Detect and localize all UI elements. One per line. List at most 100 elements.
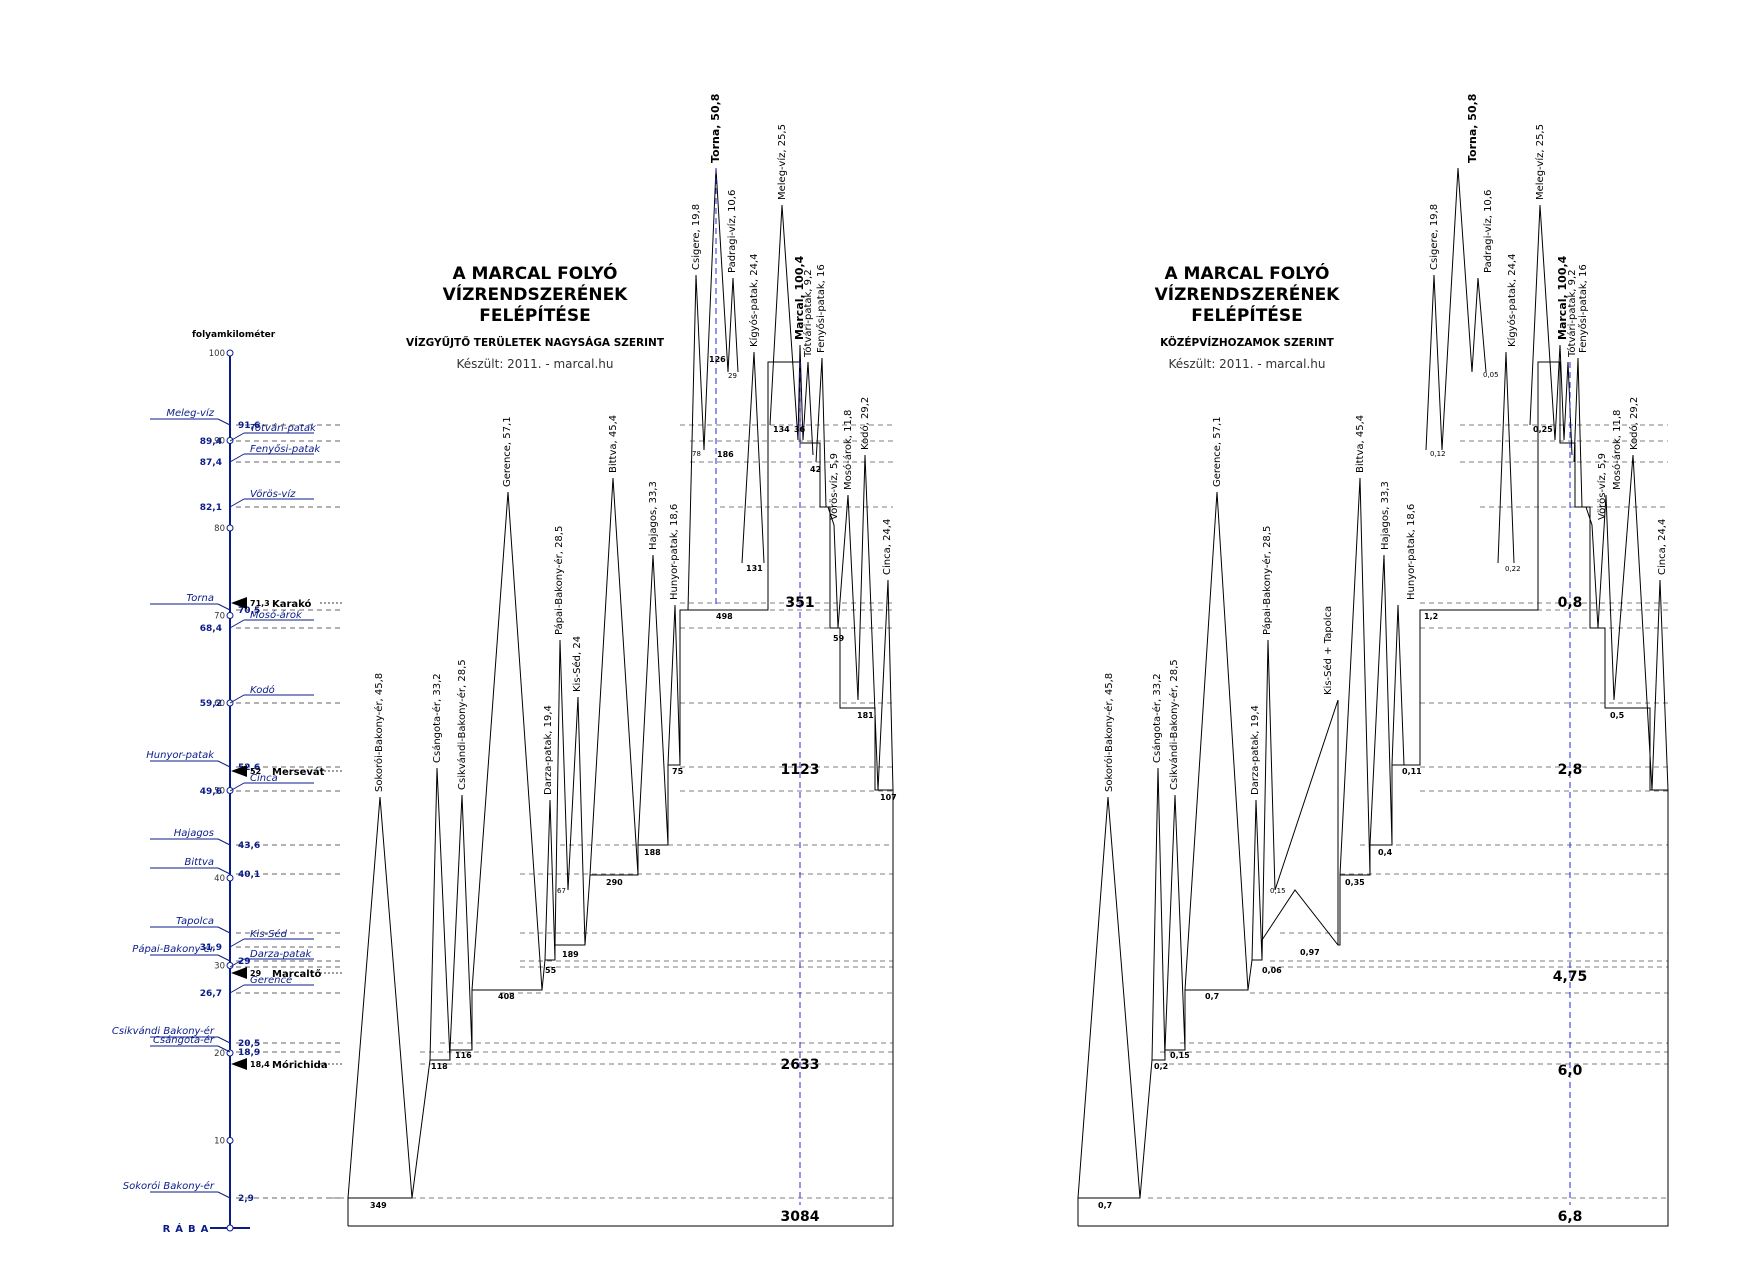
left-title-line-1: A MARCAL FOLYÓ <box>452 262 617 284</box>
axis-tick-label: 80 <box>214 524 225 534</box>
tributary-name: Tótvári-patak <box>250 422 317 434</box>
tributary-name: Sokorói Bakony-ér <box>123 1180 215 1192</box>
town-marker-triangle <box>231 1058 247 1070</box>
right-tributary-triangle <box>1554 344 1565 441</box>
confluence-km: 2,9 <box>238 1194 254 1204</box>
right-step-value: 0,15 <box>1270 887 1286 895</box>
tributary-name: Mosó-árok <box>250 609 303 621</box>
left-tributary-triangle <box>687 274 705 611</box>
confluence-km: 20,5 <box>238 1039 260 1049</box>
mouth-label: RÁBA <box>163 1222 214 1235</box>
left-dashed-levels <box>330 424 893 1199</box>
right-tributary-triangle <box>1585 506 1599 629</box>
left-tributary-triangle <box>837 494 859 701</box>
right-tributary-triangle <box>1563 361 1573 456</box>
left-peak-label: Kodó, 29,2 <box>859 397 871 450</box>
left-total-value: 2633 <box>781 1057 820 1073</box>
right-peak-label: Torna, 50,8 <box>1466 94 1479 163</box>
town-km: 52 <box>250 767 261 776</box>
axis-title: folyamkilométer <box>192 329 276 340</box>
right-peak-label: Cinca, 24,4 <box>1657 519 1668 575</box>
left-tributary-triangle <box>857 454 879 791</box>
left-step-value: 126 <box>709 355 726 364</box>
town-marks: 71,3 Karakó 52 Mersevát 29 Marcaltő 18,4 Mórich… <box>231 597 342 1071</box>
confluence-km: 18,9 <box>238 1048 260 1058</box>
tributary-name: Kis-Séd <box>250 928 288 940</box>
left-peak-label: Mosó-árok, 11,8 <box>842 410 854 490</box>
axis-ticks: 100 90 80 70 60 50 40 30 20 10 <box>209 349 234 1232</box>
left-step-value: 290 <box>606 878 623 887</box>
right-credit: Készült: 2011. - marcal.hu <box>1168 357 1325 371</box>
right-step-value: 0,15 <box>1170 1051 1190 1060</box>
town-name: Mórichida <box>272 1059 328 1071</box>
left-peak-label: Marcal, 100,4 <box>793 255 806 340</box>
left-peak-label: Padragi-víz, 10,6 <box>726 190 738 273</box>
right-peak-label: Sokorói-Bakony-ér, 45,8 <box>1103 673 1115 792</box>
right-step-value: 1,2 <box>1424 612 1438 621</box>
left-tributary-triangle <box>802 361 814 456</box>
tributary-inflow-line <box>229 782 245 792</box>
right-step-value: 0,06 <box>1262 966 1282 975</box>
left-tributary-triangle <box>815 357 827 508</box>
tributary-name: Pápai-Bakony-ér <box>132 943 215 955</box>
town-marker-triangle <box>231 967 247 979</box>
axis-tick-label: 20 <box>214 1049 225 1059</box>
left-tributary-triangle <box>449 794 473 1051</box>
left-peak-label: Gerence, 57,1 <box>502 416 513 487</box>
right-peak-label: Csikvándi-Bakony-ér, 28,5 <box>1168 659 1180 790</box>
right-peak-label: Hunyor-patak, 18,6 <box>1406 504 1417 600</box>
left-tributary-triangle <box>769 204 799 441</box>
tributary-name: Darza-patak <box>250 949 312 960</box>
left-peak-label: Csikvándi-Bakony-ér, 28,5 <box>456 659 468 790</box>
left-peak-label: Torna, 50,8 <box>709 94 722 163</box>
tributary-inflow-line <box>217 1191 231 1199</box>
left-step-value: 78 <box>692 450 701 458</box>
tributary-inflow-line <box>217 760 231 768</box>
left-peak-label: Tótvári-patak, 9,2 <box>802 269 814 358</box>
tributary-name: Torna <box>186 593 214 604</box>
left-step-value: 107 <box>880 793 897 802</box>
tributary-inflow-line <box>229 498 245 508</box>
left-step-value: 188 <box>644 848 661 857</box>
right-title-line-1: A MARCAL FOLYÓ <box>1164 262 1329 284</box>
tributary-inflow-line <box>217 418 231 426</box>
axis-tick-label: 70 <box>214 612 225 622</box>
left-total-value: 351 <box>785 595 814 611</box>
left-peak-label: Hajagos, 33,3 <box>648 481 659 550</box>
confluence-km: 29 <box>238 957 251 967</box>
left-step-value: 131 <box>746 564 763 573</box>
right-peak-label: Padragi-víz, 10,6 <box>1482 190 1494 273</box>
left-title-block: A MARCAL FOLYÓ VÍZRENDSZERÉNEK FELÉPÍTÉS… <box>406 262 665 371</box>
right-tributary-triangle <box>1164 794 1186 1051</box>
left-peak-label: Kis-Séd, 24 <box>571 636 583 692</box>
left-main-outline <box>347 361 894 1227</box>
left-peak-label: Sokorói-Bakony-ér, 45,8 <box>373 673 385 792</box>
left-tributary-triangle <box>554 639 569 946</box>
tributary-name: Bittva <box>184 857 214 868</box>
town-km: 29 <box>250 969 262 978</box>
left-step-value: 29 <box>728 372 737 380</box>
right-peak-label: Tótvári-patak, 9,2 <box>1566 269 1578 358</box>
right-step-value: 0,12 <box>1430 450 1446 458</box>
confluence-km: 59,2 <box>200 699 222 709</box>
right-step-value: 0,22 <box>1505 565 1521 573</box>
left-tributary-triangle <box>667 604 681 766</box>
right-peak-label: Pápai-Bakony-ér, 28,5 <box>1261 526 1273 635</box>
tributary-inflow-line <box>217 954 231 962</box>
confluence-km: 49,6 <box>200 787 222 797</box>
right-tributary-triangle <box>1339 477 1371 876</box>
right-peak-label: Meleg-víz, 25,5 <box>1534 124 1546 200</box>
right-tributary-triangle <box>1251 799 1263 961</box>
right-step-value: 0,11 <box>1402 767 1422 776</box>
left-step-value: 75 <box>672 767 684 776</box>
right-total-value: 0,8 <box>1558 595 1583 611</box>
axis-tick-circle <box>226 524 234 532</box>
left-peak-label: Vörös-víz, 5,9 <box>828 453 840 520</box>
tributary-inflow-line <box>217 867 231 875</box>
right-tributary-triangle <box>1613 454 1653 791</box>
tributary-inflow-line <box>217 838 231 846</box>
right-peak-label: Darza-patak, 19,4 <box>1250 705 1261 795</box>
confluence-km: 26,7 <box>200 989 222 999</box>
